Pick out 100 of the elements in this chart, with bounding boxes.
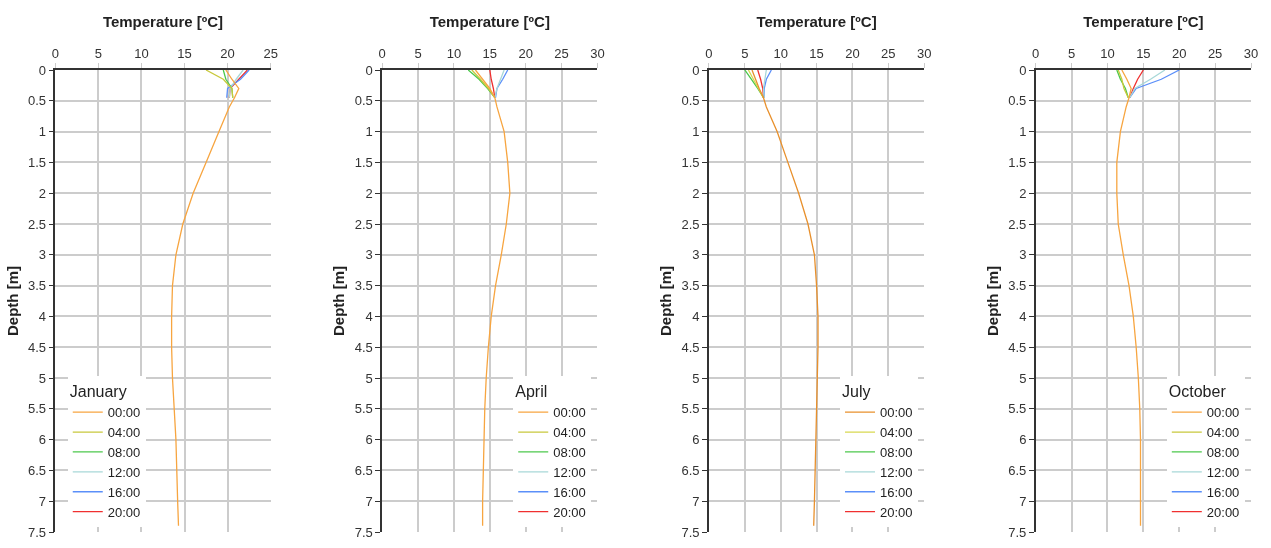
x-tick-label: 30 [1243,46,1259,62]
y-tick-label: 3.5 [681,278,700,294]
y-tick-label: 3 [365,247,373,263]
line-series [228,70,244,99]
y-axis-title: Depth [m] [330,266,348,336]
x-tick-label: 10 [773,46,788,62]
y-tick-label: 2 [1019,185,1027,201]
legend-label: 16:00 [107,484,141,500]
y-tick-label: 3 [38,247,47,263]
y-tick-label: 2 [38,185,47,201]
y-tick-label: 3.5 [27,278,47,294]
legend-label: 16:00 [553,484,586,500]
x-axis-title: Temperature [ºC] [429,12,550,30]
legend-label: 20:00 [880,504,913,520]
x-tick-label: 30 [590,46,605,62]
y-tick-label: 7 [692,493,700,509]
y-tick-label: 6 [365,432,373,448]
y-tick-label: 1.5 [1008,154,1027,170]
legend-label: 04:00 [880,425,913,441]
y-tick-label: 7.5 [27,524,47,540]
y-tick-label: 7.5 [681,524,700,540]
x-tick-label: 5 [1067,46,1076,62]
x-tick-label: 20 [1172,46,1187,62]
y-tick-label: 5.5 [354,401,373,417]
y-tick-label: 2.5 [354,216,373,232]
x-tick-label: 15 [809,46,824,62]
legend-label: 08:00 [1206,445,1240,460]
x-tick-label: 0 [378,46,386,62]
y-tick-label: 4.5 [681,339,700,355]
legend-label: 04:00 [1206,425,1240,441]
x-axis-title: Temperature [ºC] [756,12,877,30]
x-tick-label: 10 [446,46,462,62]
x-tick-label: 15 [177,46,192,62]
legend-label: 08:00 [107,445,141,460]
y-tick-label: 4.5 [27,339,47,355]
y-tick-label: 7 [38,493,47,509]
line-series [494,70,509,99]
y-tick-label: 0.5 [27,93,47,109]
x-tick-label: 30 [916,46,932,62]
y-tick-label: 4.5 [354,339,373,355]
y-tick-label: 6.5 [27,462,47,478]
x-tick-label: 20 [518,46,533,62]
line-series [494,70,505,99]
y-tick-label: 7 [365,493,373,509]
y-tick-label: 7.5 [1008,524,1027,540]
x-tick-label: 25 [881,46,896,62]
y-tick-label: 4 [1019,308,1027,324]
x-tick-label: 20 [845,46,860,62]
x-tick-label: 5 [94,46,103,62]
y-tick-label: 5 [692,370,700,386]
y-tick-label: 0 [1019,62,1027,78]
x-tick-label: 0 [1032,46,1040,62]
y-axis-title: Depth [m] [984,266,1002,336]
y-tick-label: 6 [38,432,47,448]
legend-label: 12:00 [107,464,141,480]
legend-title: October [1168,383,1227,401]
legend-label: 04:00 [107,425,141,441]
legend-label: 04:00 [553,425,586,441]
y-tick-label: 6.5 [354,462,373,478]
x-tick-label: 5 [741,46,749,62]
y-tick-label: 5 [365,370,373,386]
x-tick-label: 25 [263,46,278,62]
legend-label: 12:00 [880,464,913,480]
y-tick-label: 0.5 [681,93,700,109]
legend-label: 00:00 [107,405,141,421]
y-tick-label: 2.5 [27,216,47,232]
y-tick-label: 5.5 [1008,401,1027,417]
y-tick-label: 6.5 [681,462,700,478]
x-tick-label: 25 [1207,46,1223,62]
x-tick-label: 20 [220,46,235,62]
legend-title: April [515,383,548,401]
legend-label: 20:00 [553,504,586,520]
legend-label: 08:00 [880,445,913,460]
legend-label: 00:00 [880,405,913,421]
y-tick-label: 6 [1019,432,1027,448]
y-tick-label: 4 [692,308,700,324]
line-series [1129,70,1166,99]
y-tick-label: 1 [38,124,47,140]
y-tick-label: 6.5 [1008,462,1027,478]
y-tick-label: 1.5 [681,154,700,170]
legend-title: January [69,383,127,401]
y-tick-label: 1 [365,124,373,140]
x-tick-label: 15 [482,46,498,62]
x-tick-label: 0 [705,46,713,62]
line-series [1116,70,1142,527]
y-tick-label: 5 [1019,370,1027,386]
x-tick-label: 10 [1100,46,1115,62]
y-tick-label: 7 [1019,493,1027,509]
line-series [489,70,496,99]
y-tick-label: 1 [1019,124,1027,140]
y-tick-label: 1.5 [354,154,373,170]
y-axis-title: Depth [m] [3,266,21,336]
y-tick-label: 4 [365,308,373,324]
y-tick-label: 2 [365,185,373,201]
y-tick-label: 6 [692,432,700,448]
y-tick-label: 3 [1019,247,1027,263]
y-tick-label: 3.5 [1008,278,1027,294]
legend-label: 00:00 [553,405,586,421]
legend-label: 16:00 [1206,484,1240,500]
y-tick-label: 0.5 [1008,93,1027,109]
